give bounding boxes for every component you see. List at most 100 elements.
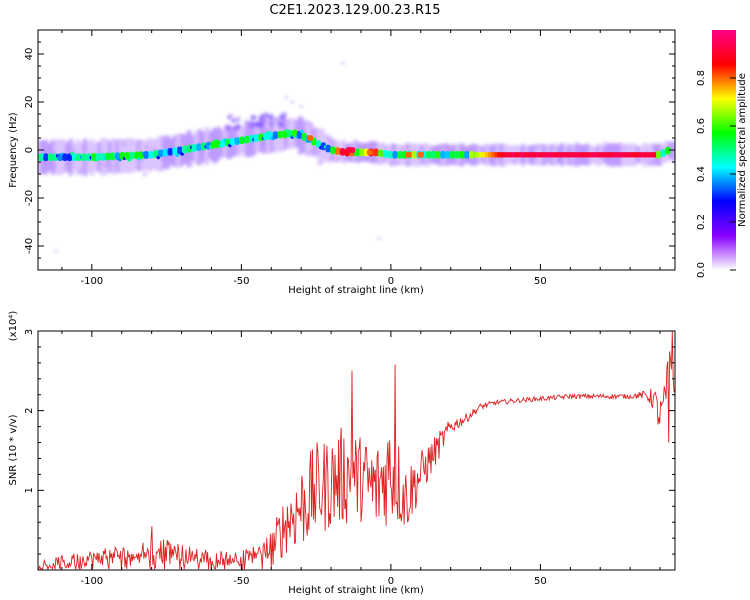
heatmap-cell [482, 152, 486, 158]
heatmap-cell [565, 152, 570, 158]
heatmap-cell [489, 157, 494, 162]
heatmap-cell [237, 147, 241, 152]
heatmap-cell [67, 153, 73, 162]
heatmap-cell [338, 156, 343, 160]
heatmap-cell [418, 143, 423, 148]
heatmap-cell [225, 154, 228, 157]
heatmap-cell [263, 132, 269, 141]
heatmap-cell [613, 152, 618, 158]
heatmap-cell [602, 148, 607, 154]
heatmap-cell [58, 140, 61, 143]
heatmap-cell [335, 147, 341, 155]
heatmap-cell [252, 153, 255, 157]
heatmap-cell [227, 115, 232, 120]
heatmap-cell [622, 152, 627, 158]
heatmap-cell [351, 158, 356, 163]
heatmap-cell [81, 146, 84, 150]
heatmap-cell [425, 158, 431, 164]
heatmap-cell [559, 142, 563, 147]
heatmap-cell [175, 153, 180, 158]
heatmap-cell [298, 152, 302, 156]
heatmap-cell [457, 162, 461, 166]
heatmap-cell [400, 146, 405, 151]
heatmap-cell [454, 150, 460, 159]
heatmap-cell [69, 147, 75, 152]
heatmap-cell [619, 152, 624, 158]
y-tick-label: 20 [24, 96, 35, 109]
heatmap-cell [671, 141, 675, 162]
heatmap-cell [76, 153, 82, 162]
heatmap-cell [244, 119, 249, 124]
y-tick-label: 1 [24, 487, 35, 493]
heatmap-cell [425, 150, 432, 159]
heatmap-cell [601, 152, 606, 158]
heatmap-cell [646, 152, 651, 158]
spectrogram-panel: -100 -50 0 50 -40 -20 0 20 40 Height of straight… [8, 29, 676, 296]
heatmap-cell [317, 160, 323, 166]
snr-series-line [38, 331, 675, 570]
heatmap-cell [54, 249, 58, 253]
heatmap-cell [358, 148, 365, 157]
heatmap-cell [282, 117, 286, 122]
heatmap-cell [203, 160, 206, 164]
x-tick-label: 50 [534, 276, 547, 287]
heatmap-cell [652, 152, 657, 158]
heatmap-cell [212, 159, 218, 165]
heatmap-cell [550, 152, 555, 158]
heatmap-cell [572, 148, 576, 152]
heatmap-cell [315, 148, 321, 154]
heatmap-cell [615, 156, 620, 161]
heatmap-cell [512, 159, 517, 164]
heatmap-cell [65, 140, 68, 143]
x-tick-label: -100 [80, 576, 103, 587]
heatmap-cell [154, 147, 158, 151]
chart-title: C2E1.2023.129.00.23.R15 [269, 3, 440, 18]
heatmap-cell [517, 152, 522, 158]
heatmap-cell [417, 163, 421, 167]
snr-y-axis-label: SNR (10 * v/v) [8, 414, 19, 485]
colorbar-gradient [712, 30, 736, 270]
colorbar-label: Normalized spectral amplitude [737, 73, 748, 227]
heatmap-cell [521, 156, 526, 162]
heatmap-cell [377, 159, 380, 163]
heatmap-cell [649, 157, 652, 161]
heatmap-cell [162, 142, 168, 148]
heatmap-cell [604, 164, 607, 167]
colorbar-tick-label: 0.6 [696, 118, 707, 134]
heatmap-cell [277, 127, 281, 131]
heatmap-cell [506, 152, 510, 158]
y-tick-label: -20 [24, 190, 35, 206]
heatmap-cell [586, 152, 591, 158]
heatmap-cell [308, 122, 314, 128]
heatmap-cell [339, 147, 346, 156]
heatmap-cell [102, 162, 108, 168]
heatmap-cell [315, 140, 322, 148]
snr-frame [37, 330, 676, 571]
heatmap-cell [583, 152, 588, 158]
heatmap-cell [366, 149, 373, 156]
heatmap-cell [616, 152, 621, 158]
heatmap-cell [608, 158, 613, 163]
heatmap-cell [234, 137, 240, 145]
heatmap-cell [261, 142, 267, 148]
heatmap-cell [452, 159, 457, 163]
heatmap-cell [304, 151, 309, 156]
heatmap-cell [383, 159, 387, 163]
colorbar-tick-label: 0.0 [696, 262, 707, 278]
heatmap-cell [325, 144, 331, 153]
heatmap-cell [634, 152, 639, 158]
heatmap-cell [503, 152, 507, 158]
spectrogram-y-axis-label: Frequency (Hz) [8, 112, 19, 188]
heatmap-cell [497, 152, 501, 158]
heatmap-cell [520, 152, 525, 158]
heatmap-cell [534, 148, 537, 151]
y-tick-label: 0 [24, 147, 35, 153]
heatmap-cell [619, 158, 622, 161]
y-tick-label: 40 [24, 48, 35, 61]
heatmap-cell [131, 142, 134, 145]
heatmap-cell [172, 147, 178, 155]
heatmap-cell [491, 163, 495, 167]
heatmap-cell [533, 157, 538, 161]
snr-ticks: -100 -50 0 50 1 2 3 [24, 329, 675, 587]
